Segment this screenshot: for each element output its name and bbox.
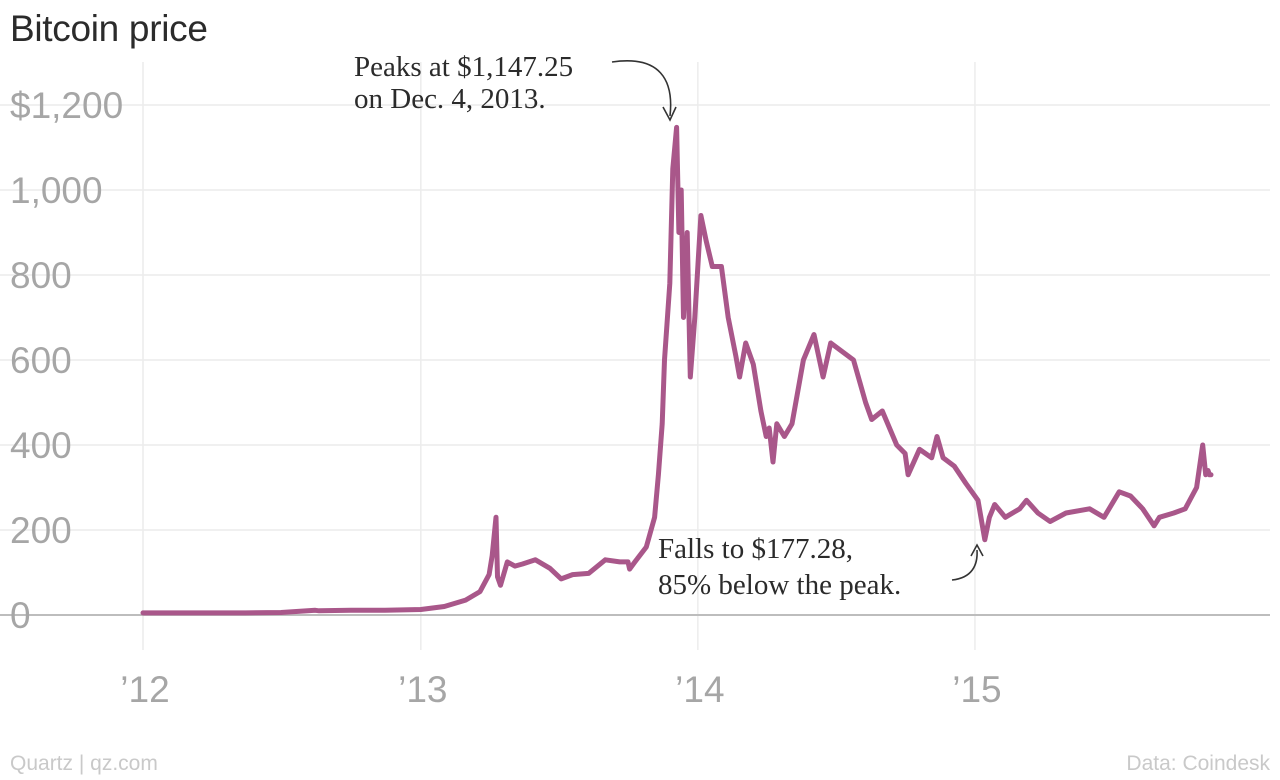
y-tick-label: 400 (10, 425, 72, 466)
grid-layer (0, 62, 1270, 650)
annotation-peak-text: on Dec. 4, 2013. (354, 83, 546, 115)
annotation-trough-text: 85% below the peak. (658, 569, 901, 601)
series-line-bitcoin-price (140, 124, 1214, 616)
annotation-peak-arrow (611, 60, 672, 117)
annotation-trough-text: Falls to $177.28, (658, 533, 853, 565)
y-tick-label: 1,000 (10, 170, 103, 211)
annotation-trough-arrow (951, 549, 978, 581)
annotation-peak-arrowhead (662, 106, 677, 122)
axis-layer: ’12 ’13 ’14 ’15 0 200 400 600 800 1,000 $1,200 (10, 85, 1002, 710)
footer-source-right: Data: Coindesk (1126, 752, 1270, 775)
y-tick-label: 0 (10, 595, 31, 636)
chart-title: Bitcoin price (10, 8, 208, 49)
series-layer (140, 124, 1214, 616)
annotation-trough-arrowhead (970, 543, 984, 557)
footer-source-left: Quartz | qz.com (10, 752, 158, 775)
y-tick-label: 800 (10, 255, 72, 296)
x-tick-label: ’15 (952, 669, 1001, 710)
annotation-peak-text: Peaks at $1,147.25 (354, 51, 573, 83)
x-tick-label: ’13 (398, 669, 447, 710)
y-tick-label: 600 (10, 340, 72, 381)
x-tick-label: ’14 (675, 669, 724, 710)
y-tick-label: $1,200 (10, 85, 123, 126)
y-tick-label: 200 (10, 510, 72, 551)
x-tick-label: ’12 (120, 669, 169, 710)
